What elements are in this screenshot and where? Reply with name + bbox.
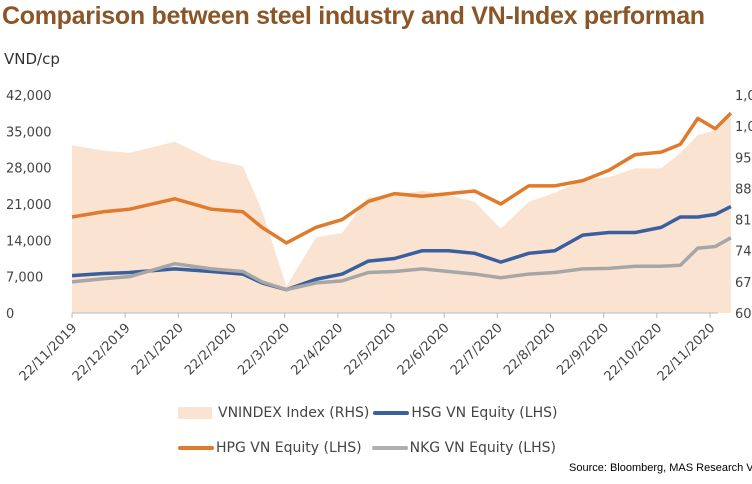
legend-swatch	[371, 446, 408, 450]
y-tick-label: 35,000	[6, 125, 52, 140]
x-tick-label: 22/7/2020	[448, 321, 506, 379]
legend-vnindex: VNINDEX Index (RHS) HSG VN Equity (LHS)	[178, 405, 557, 421]
series-line-hsg	[71, 205, 732, 292]
y2-tick-label: 67	[735, 276, 752, 291]
x-tick-label: 22/11/2020	[655, 321, 719, 385]
x-tick-label: 22/8/2020	[501, 321, 559, 379]
legend-swatch	[178, 446, 214, 450]
legend-label: HPG VN Equity (LHS)	[216, 440, 362, 456]
y2-tick-label: 88	[735, 182, 752, 197]
legend-label: HSG VN Equity (LHS)	[411, 405, 558, 421]
legend-label: NKG VN Equity (LHS)	[409, 440, 556, 456]
y2-tick-label: 95	[735, 151, 752, 166]
y-tick-label: 28,000	[6, 162, 52, 177]
legend-swatch	[373, 411, 410, 415]
y-tick-label: 42,000	[6, 89, 52, 104]
y2-tick-label: 1,0	[735, 89, 752, 104]
y-tick-label: 0	[6, 307, 14, 322]
x-tick-label: 22/12/2019	[70, 321, 134, 385]
x-tick-label: 22/6/2020	[395, 321, 453, 379]
source-note: Source: Bloomberg, MAS Research Vie	[569, 462, 752, 474]
chart-title: Comparison between steel industry and VN…	[2, 2, 705, 30]
y2-tick-label: 74	[735, 245, 752, 260]
y-axis-label: VND/cp	[4, 50, 60, 68]
x-tick-label: 22/1/2020	[129, 321, 187, 379]
y2-tick-label: 60	[735, 307, 752, 322]
series-line-hpg	[71, 111, 733, 245]
legend-hpg: HPG VN Equity (LHS) NKG VN Equity (LHS)	[178, 440, 556, 456]
y2-tick-label: 1,0	[735, 120, 752, 135]
x-tick-label: 22/2/2020	[182, 321, 240, 379]
x-tick-label: 22/3/2020	[235, 321, 293, 379]
x-tick-label: 22/5/2020	[342, 321, 400, 379]
series-area-vnindex	[72, 112, 731, 313]
y2-tick-label: 81	[735, 214, 752, 229]
legend-swatch	[178, 407, 212, 419]
series-line-nkg	[71, 236, 732, 292]
y-tick-label: 21,000	[6, 198, 52, 213]
legend-label: VNINDEX Index (RHS)	[218, 405, 370, 421]
x-tick-label: 22/9/2020	[554, 321, 612, 379]
x-tick-label: 22/4/2020	[288, 321, 346, 379]
y-tick-label: 14,000	[6, 234, 52, 249]
y-tick-label: 7,000	[6, 271, 43, 286]
